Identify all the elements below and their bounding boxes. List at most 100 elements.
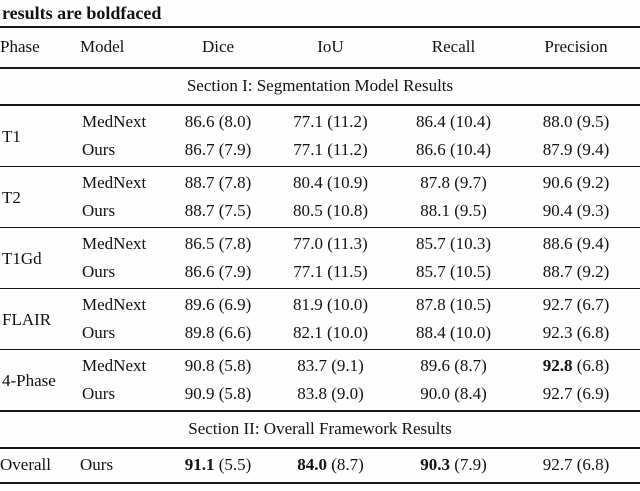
metric-sd: (10.3) [449, 234, 492, 253]
metric-sd: (10.0) [449, 323, 492, 342]
metric-value: 83.7 [297, 356, 327, 375]
metric-sd: (7.9) [218, 140, 252, 159]
metric-value: 77.1 [293, 262, 324, 281]
table-row: Ours 89.8 (6.6) 82.1 (10.0) 88.4 (10.0) … [0, 319, 640, 350]
table-row: T1 MedNext 86.6 (8.0) 77.1 (11.2) 86.4 (… [0, 104, 640, 167]
metric-cell: 86.6 (10.4) [395, 136, 512, 167]
metric-cell: 89.6 (8.7) [395, 349, 512, 380]
results-table: Phase Model Dice IoU Recall Precision Se… [0, 26, 640, 484]
metric-cell: 81.9 (10.0) [266, 288, 395, 319]
metric-sd: (9.5) [576, 112, 610, 131]
metric-value: 86.6 [415, 140, 446, 159]
metric-sd: (9.4) [576, 140, 610, 159]
metric-value: 88.1 [420, 201, 450, 220]
metric-cell: 83.7 (9.1) [266, 349, 395, 380]
col-header-iou: IoU [266, 26, 395, 68]
metric-sd: (11.2) [327, 140, 368, 159]
metric-cell: 80.5 (10.8) [266, 197, 395, 228]
col-header-precision: Precision [512, 26, 640, 68]
metric-sd: (10.5) [449, 295, 492, 314]
metric-sd: (11.3) [327, 234, 368, 253]
model-label: Ours [80, 447, 170, 484]
metric-sd: (9.2) [576, 173, 610, 192]
metric-sd: (11.5) [327, 262, 368, 281]
metric-cell: 77.1 (11.2) [266, 136, 395, 167]
metric-sd: (10.0) [326, 323, 369, 342]
table-caption: results are boldfaced [2, 3, 162, 23]
metric-sd: (10.4) [449, 140, 492, 159]
metric-cell: 87.8 (9.7) [395, 166, 512, 197]
metric-cell: 90.0 (8.4) [395, 380, 512, 411]
metric-value: 92.3 [542, 323, 573, 342]
table-row: Ours 86.7 (7.9) 77.1 (11.2) 86.6 (10.4) … [0, 136, 640, 167]
metric-value: 89.8 [184, 323, 215, 342]
model-label: MedNext [80, 104, 170, 136]
model-label: MedNext [80, 349, 170, 380]
phase-label: Overall [0, 447, 80, 484]
metric-sd: (6.8) [576, 455, 610, 474]
section-2-title: Section II: Overall Framework Results [0, 410, 640, 448]
metric-cell: 92.7 (6.8) [512, 447, 640, 484]
table-header-row: Phase Model Dice IoU Recall Precision [0, 26, 640, 68]
phase-label: T1 [0, 104, 80, 167]
metric-value: 86.6 [184, 262, 215, 281]
metric-value: 80.4 [292, 173, 323, 192]
col-header-recall: Recall [395, 26, 512, 68]
metric-sd: (9.2) [576, 262, 610, 281]
metric-value: 92.7 [542, 295, 573, 314]
metric-cell: 92.3 (6.8) [512, 319, 640, 350]
metric-cell: 86.6 (7.9) [170, 258, 266, 289]
metric-value: 92.7 [542, 455, 573, 474]
metric-value: 90.0 [420, 384, 450, 403]
metric-sd: (6.6) [218, 323, 252, 342]
col-header-phase: Phase [0, 26, 80, 68]
metric-sd: (10.5) [449, 262, 492, 281]
metric-sd: (5.8) [218, 384, 252, 403]
metric-cell: 90.8 (5.8) [170, 349, 266, 380]
metric-cell: 87.8 (10.5) [395, 288, 512, 319]
col-header-model: Model [80, 26, 170, 68]
metric-sd: (6.8) [576, 323, 610, 342]
model-label: Ours [82, 262, 116, 281]
metric-cell: 88.4 (10.0) [395, 319, 512, 350]
metric-value: 86.4 [415, 112, 446, 131]
metric-cell: 88.7 (7.5) [170, 197, 266, 228]
metric-value: 89.6 [184, 295, 215, 314]
metric-cell: 86.7 (7.9) [170, 136, 266, 167]
section-1-title: Section I: Segmentation Model Results [0, 67, 640, 105]
table-row: T1Gd MedNext 86.5 (7.8) 77.0 (11.3) 85.7… [0, 227, 640, 289]
metric-cell: 92.8 (6.8) [512, 349, 640, 380]
phase-label: T1Gd [0, 227, 80, 289]
metric-value: 88.0 [542, 112, 573, 131]
model-label: MedNext [80, 288, 170, 319]
metric-sd: (7.9) [218, 262, 252, 281]
metric-cell: 86.4 (10.4) [395, 104, 512, 136]
metric-cell: 86.6 (8.0) [170, 104, 266, 136]
metric-cell: 91.1 (5.5) [170, 447, 266, 484]
model-label: Ours [82, 140, 116, 159]
metric-sd: (11.2) [327, 112, 368, 131]
metric-sd: (9.3) [576, 201, 610, 220]
metric-cell: 77.0 (11.3) [266, 227, 395, 258]
metric-cell: 87.9 (9.4) [512, 136, 640, 167]
metric-sd: (7.8) [218, 173, 252, 192]
metric-cell: 77.1 (11.2) [266, 104, 395, 136]
model-label: Ours [82, 201, 116, 220]
metric-cell: 77.1 (11.5) [266, 258, 395, 289]
metric-cell: 90.4 (9.3) [512, 197, 640, 228]
table-row: 4-Phase MedNext 90.8 (5.8) 83.7 (9.1) 89… [0, 349, 640, 411]
metric-value: 90.6 [542, 173, 573, 192]
phase-label: 4-Phase [0, 349, 80, 411]
metric-sd: (6.8) [576, 356, 610, 375]
metric-value: 77.1 [293, 140, 324, 159]
metric-cell: 90.3 (7.9) [395, 447, 512, 484]
table-row: Ours 86.6 (7.9) 77.1 (11.5) 85.7 (10.5) … [0, 258, 640, 289]
metric-sd: (6.9) [576, 384, 610, 403]
section-2-header-row: Section II: Overall Framework Results [0, 410, 640, 448]
metric-sd: (10.9) [326, 173, 369, 192]
metric-cell: 90.6 (9.2) [512, 166, 640, 197]
metric-sd: (6.9) [218, 295, 252, 314]
metric-cell: 82.1 (10.0) [266, 319, 395, 350]
metric-value: 90.3 [420, 455, 450, 474]
metric-sd: (10.8) [326, 201, 369, 220]
